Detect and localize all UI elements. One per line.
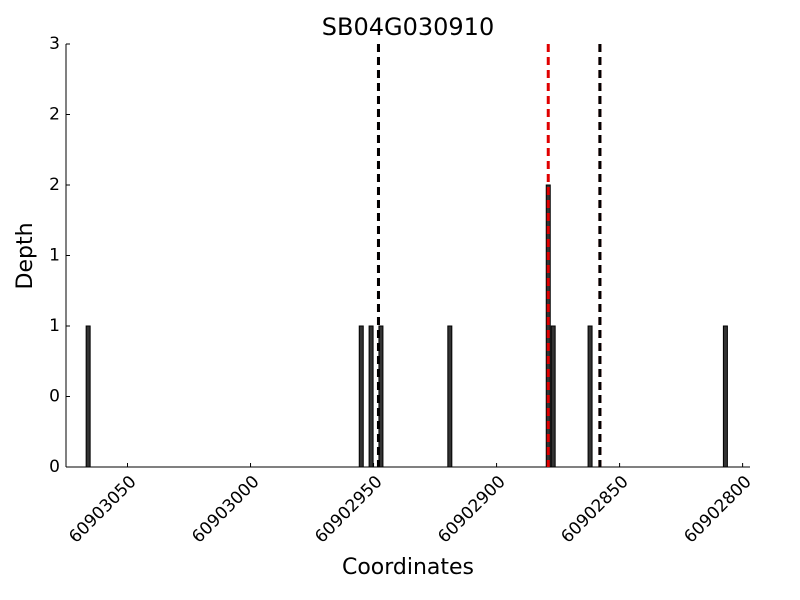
bar (550, 325, 556, 468)
bar (358, 325, 364, 468)
bar (587, 325, 593, 468)
y-tick-label: 2 (49, 175, 60, 195)
y-tick-label: 0 (49, 387, 60, 407)
y-axis-label: Depth (13, 222, 38, 289)
bar (368, 325, 374, 468)
chart-title: SB04G030910 (322, 13, 494, 41)
x-tick-label: 60902800 (680, 472, 755, 547)
x-tick-label: 60902900 (434, 472, 509, 547)
bar (85, 325, 91, 468)
y-tick-label: 1 (49, 316, 60, 336)
x-tick-label: 60902850 (557, 472, 632, 547)
x-tick-label: 60902950 (311, 472, 386, 547)
x-tick-label: 60903000 (188, 472, 263, 547)
y-tick-label: 2 (49, 105, 60, 125)
x-tick-label: 60903050 (65, 472, 140, 547)
y-tick-label: 3 (49, 34, 60, 54)
y-tick-label: 0 (49, 457, 60, 477)
y-tick-label: 1 (49, 246, 60, 266)
bar (447, 325, 453, 468)
x-axis-label: Coordinates (342, 555, 474, 580)
bar (722, 325, 728, 468)
